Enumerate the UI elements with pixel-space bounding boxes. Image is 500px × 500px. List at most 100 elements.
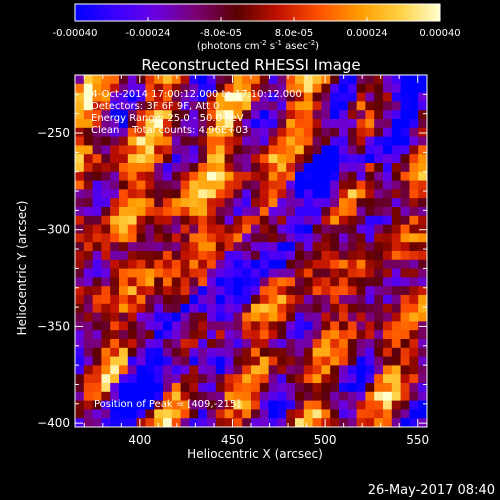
heatmap-cell (312, 268, 322, 278)
heatmap-cell (119, 198, 129, 208)
heatmap-cell (189, 321, 199, 331)
heatmap-cell (119, 347, 129, 358)
heatmap-cell (198, 259, 208, 270)
heatmap-cell (374, 277, 384, 287)
heatmap-cell (215, 92, 226, 102)
heatmap-cell (110, 154, 120, 164)
heatmap-cell (295, 180, 305, 190)
heatmap-cell (198, 286, 208, 296)
heatmap-cell (101, 418, 111, 427)
heatmap-cell (391, 295, 402, 305)
y-tick-label: −300 (37, 223, 70, 237)
heatmap-cell (136, 75, 146, 85)
heatmap-cell (295, 400, 305, 410)
heatmap-cell (268, 171, 278, 182)
heatmap-cell (119, 233, 129, 243)
heatmap-cell (180, 83, 190, 94)
heatmap-cell (409, 119, 419, 129)
heatmap-cell (215, 110, 226, 120)
heatmap-cell (92, 400, 102, 410)
heatmap-cell (92, 365, 102, 375)
heatmap-cell (224, 418, 234, 427)
heatmap-cell (251, 207, 261, 217)
heatmap-cell (224, 374, 234, 384)
heatmap-cell (145, 224, 155, 234)
heatmap-cell (400, 83, 410, 94)
heatmap-cell (163, 189, 173, 199)
heatmap-cell (374, 233, 384, 243)
heatmap-cell (295, 119, 305, 129)
heatmap-cell (383, 321, 393, 331)
heatmap-cell (268, 189, 278, 199)
heatmap-cell (101, 233, 111, 243)
heatmap-cell (365, 295, 375, 305)
heatmap-cell (215, 400, 226, 410)
heatmap-cell (312, 198, 322, 208)
heatmap-cell (233, 312, 243, 322)
heatmap-cell (145, 207, 155, 217)
heatmap-cell (286, 154, 296, 164)
heatmap-cell (101, 224, 111, 234)
heatmap-cell (303, 163, 314, 173)
heatmap-cell (154, 75, 164, 85)
heatmap-cell (383, 136, 393, 146)
heatmap-cell (339, 101, 349, 111)
heatmap-cell (391, 347, 402, 358)
heatmap-cell (215, 383, 226, 393)
heatmap-cell (268, 356, 278, 366)
heatmap-cell (259, 119, 270, 129)
heatmap-cell (198, 136, 208, 146)
heatmap-cell (268, 303, 278, 314)
heatmap-cell (198, 92, 208, 102)
heatmap-cell (259, 101, 270, 111)
heatmap-cell (101, 83, 111, 94)
heatmap-cell (277, 119, 287, 129)
heatmap-cell (119, 259, 129, 270)
heatmap-cell (92, 119, 102, 129)
heatmap-cell (83, 83, 94, 94)
heatmap-cell (83, 330, 94, 340)
heatmap-cell (339, 215, 349, 226)
heatmap-cell (391, 154, 402, 164)
heatmap-cell (259, 110, 270, 120)
heatmap-cell (312, 127, 322, 138)
heatmap-cell (171, 286, 182, 296)
heatmap-cell (163, 75, 173, 85)
heatmap-cell (75, 110, 85, 120)
heatmap-cell (101, 207, 111, 217)
heatmap-cell (286, 233, 296, 243)
heatmap-cell (356, 356, 366, 366)
heatmap-cell (259, 127, 270, 138)
heatmap-cell (119, 119, 129, 129)
heatmap-cell (83, 119, 94, 129)
heatmap-cell (391, 207, 402, 217)
heatmap-cell (101, 198, 111, 208)
heatmap-cell (75, 295, 85, 305)
heatmap-cell (277, 312, 287, 322)
heatmap-cell (198, 101, 208, 111)
heatmap-cell (163, 171, 173, 182)
heatmap-cell (277, 127, 287, 138)
heatmap-cell (383, 295, 393, 305)
heatmap-cell (207, 383, 217, 393)
heatmap-cell (83, 400, 94, 410)
heatmap-cell (259, 242, 270, 252)
heatmap-cell (145, 303, 155, 314)
heatmap-cell (92, 391, 102, 402)
heatmap-cell (136, 286, 146, 296)
heatmap-cell (339, 92, 349, 102)
heatmap-cell (242, 339, 252, 349)
heatmap-cell (347, 356, 358, 366)
heatmap-cell (303, 286, 314, 296)
heatmap-cell (391, 391, 402, 402)
y-tick-label: −250 (37, 126, 70, 140)
heatmap-cell (110, 127, 120, 138)
heatmap-cell (233, 383, 243, 393)
heatmap-cell (409, 171, 419, 182)
heatmap-cell (145, 75, 155, 85)
heatmap-cell (268, 400, 278, 410)
heatmap-cell (286, 383, 296, 393)
heatmap-cell (330, 145, 340, 155)
heatmap-cell (224, 119, 234, 129)
heatmap-cell (207, 207, 217, 217)
